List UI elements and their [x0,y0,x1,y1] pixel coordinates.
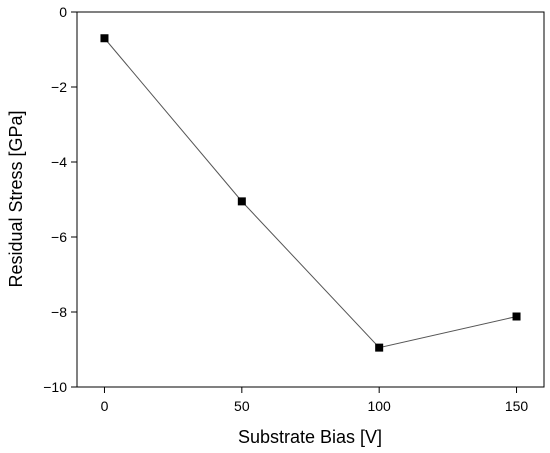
y-tick-label: −2 [51,79,67,95]
data-points [100,34,521,352]
data-point [100,34,109,43]
x-tick-label: 0 [101,398,109,414]
data-point [512,312,521,321]
y-axis-title: Residual Stress [GPa] [6,110,26,287]
x-tick-label: 50 [234,398,250,414]
y-tick-label: −6 [51,229,67,245]
data-point [237,197,246,206]
y-tick-label: −8 [51,304,67,320]
series-line [104,37,517,349]
x-axis-title: Substrate Bias [V] [238,427,382,447]
data-point [375,343,384,352]
x-tick-label: 100 [367,398,391,414]
y-axis-ticks: 0 −2 −4 −6 −8 −10 [43,4,77,395]
y-tick-label: −10 [43,379,67,395]
y-tick-label: 0 [59,4,67,20]
x-tick-label: 150 [505,398,529,414]
x-axis-ticks: 0 50 100 150 [101,387,529,414]
y-tick-label: −4 [51,154,67,170]
plot-frame [76,11,545,388]
